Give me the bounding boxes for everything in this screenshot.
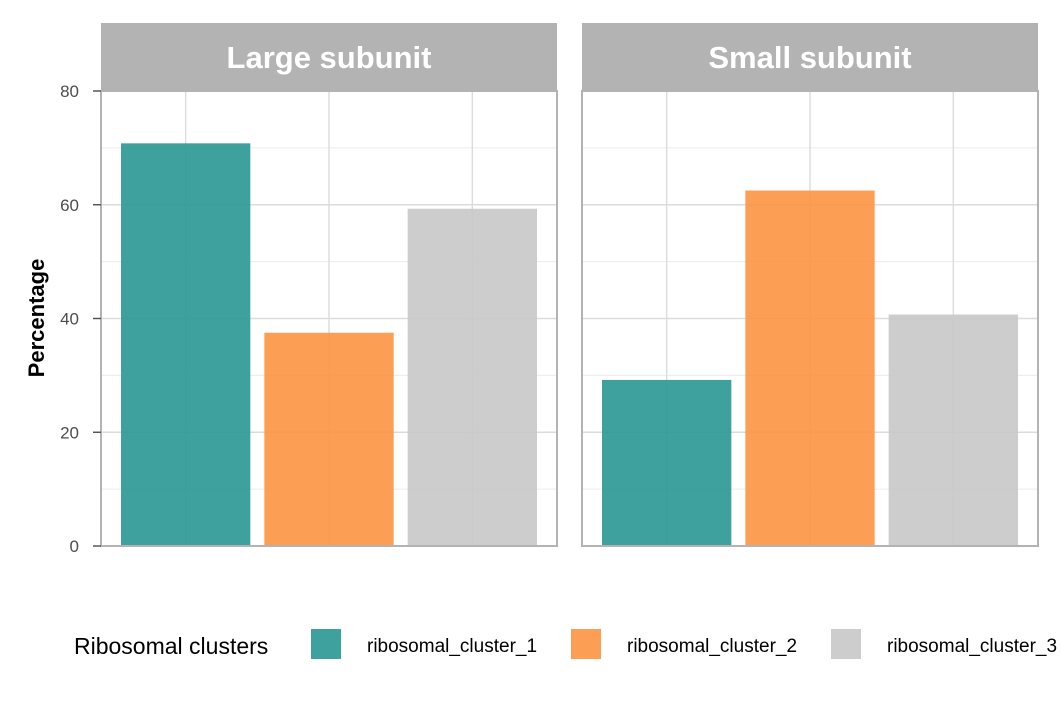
legend-key [831,629,861,659]
bar [888,314,1018,546]
bar [264,332,394,546]
y-tick-label: 80 [60,82,79,101]
legend-title: Ribosomal clusters [74,633,268,659]
y-tick-label: 60 [60,196,79,215]
facet-strip [101,23,557,91]
legend-key [311,629,341,659]
legend-item-label: ribosomal_cluster_1 [367,636,537,657]
panel-border [581,90,1039,547]
y-axis-label: Percentage [24,259,49,378]
bar [602,379,732,546]
facet-panels: Large subunit Small subunit [100,23,1039,547]
y-tick-label: 0 [70,537,79,556]
facet-strip [582,23,1038,91]
legend: Ribosomal clusters ribosomal_cluster_1 ri… [74,629,1057,659]
facet-title: Small subunit [708,40,911,75]
y-tick-label: 40 [60,310,79,329]
y-tick-label: 20 [60,423,79,442]
bar [407,208,537,546]
legend-key [571,629,601,659]
legend-item-label: ribosomal_cluster_3 [887,636,1057,657]
bar [745,190,875,546]
facet-title: Large subunit [227,40,432,75]
bar [121,143,251,546]
legend-item-label: ribosomal_cluster_2 [627,636,797,657]
facet-panel: Small subunit [581,23,1039,547]
facet-panel: Large subunit [100,23,558,547]
y-axis: 0 20 40 60 80 [60,82,101,556]
